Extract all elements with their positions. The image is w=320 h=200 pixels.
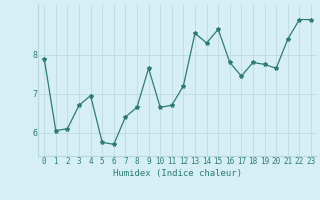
X-axis label: Humidex (Indice chaleur): Humidex (Indice chaleur) xyxy=(113,169,242,178)
